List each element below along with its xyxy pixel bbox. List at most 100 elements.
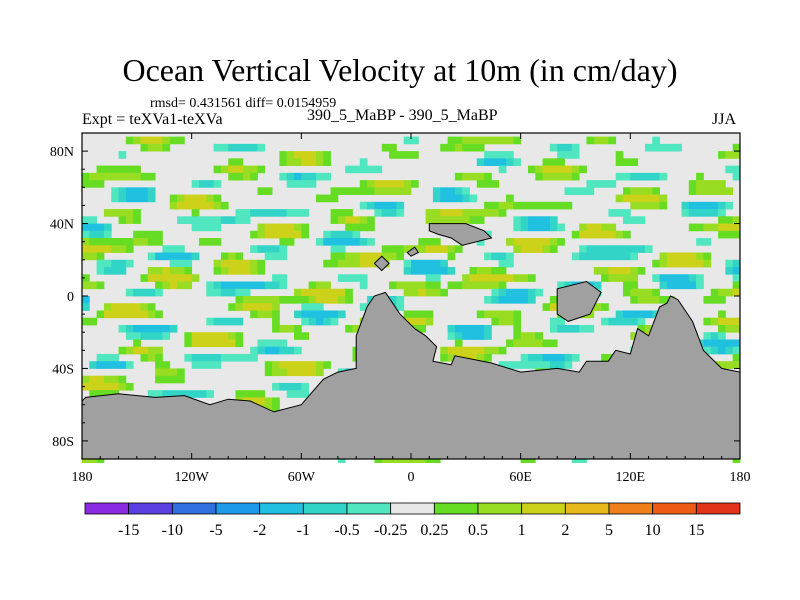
field-cell	[623, 187, 631, 195]
field-cell	[118, 375, 127, 384]
colorbar-swatch	[433, 502, 479, 515]
field-cell	[250, 397, 258, 406]
field-cell	[272, 245, 280, 253]
field-cell	[549, 172, 558, 181]
field-cell	[301, 172, 310, 181]
field-cell	[549, 361, 558, 369]
field-cell	[235, 252, 244, 261]
field-cell	[411, 180, 419, 188]
field-cell	[615, 245, 624, 253]
field-cell	[601, 223, 609, 232]
field-cell	[213, 165, 222, 174]
field-cell	[323, 259, 331, 268]
field-cell	[469, 143, 478, 152]
field-cell	[498, 267, 507, 275]
field-cell	[520, 274, 529, 282]
field-cell	[133, 238, 141, 246]
field-cell	[513, 136, 522, 145]
field-cell	[564, 143, 573, 152]
field-cell	[520, 353, 529, 362]
field-cell	[308, 368, 317, 377]
x-tick-label: 0	[408, 470, 415, 485]
field-cell	[147, 353, 156, 362]
field-cell	[111, 165, 119, 174]
field-cell	[498, 165, 507, 174]
field-cell	[696, 187, 704, 195]
field-cell	[257, 281, 266, 290]
field-cell	[506, 288, 514, 297]
field-cell	[330, 259, 339, 268]
field-cell	[403, 281, 412, 290]
field-cell	[652, 296, 660, 304]
stats-label: rmsd= 0.431561 diff= 0.0154959	[150, 96, 337, 111]
field-cell	[177, 267, 185, 275]
field-cell	[601, 180, 609, 188]
field-cell	[250, 353, 258, 362]
field-cell	[315, 288, 324, 297]
field-cell	[118, 238, 127, 246]
field-cell	[425, 259, 434, 268]
field-cell	[242, 303, 251, 311]
field-cell	[571, 230, 580, 239]
field-cell	[279, 346, 288, 355]
field-cell	[476, 158, 485, 166]
field-cell	[389, 143, 397, 152]
field-cell	[403, 288, 412, 297]
field-cell	[710, 187, 719, 195]
field-cell	[644, 194, 653, 203]
field-cell	[162, 252, 171, 261]
field-cell	[586, 187, 595, 195]
field-cell	[191, 223, 200, 232]
field-cell	[96, 382, 105, 391]
field-cell	[118, 165, 127, 174]
field-cell	[411, 317, 419, 326]
field-cell	[484, 267, 492, 275]
field-cell	[125, 172, 134, 181]
field-cell	[732, 259, 741, 268]
field-cell	[206, 288, 214, 297]
field-cell	[557, 223, 565, 232]
field-cell	[718, 324, 726, 333]
field-cell	[418, 238, 427, 246]
field-cell	[491, 274, 500, 282]
field-cell	[250, 296, 258, 304]
field-cell	[659, 274, 668, 282]
field-cell	[272, 252, 280, 261]
field-cell	[579, 165, 587, 174]
field-cell	[111, 238, 119, 246]
field-cell	[323, 158, 331, 166]
field-cell	[542, 245, 551, 253]
field-cell	[118, 361, 127, 369]
colorbar-label: 0.25	[420, 522, 448, 539]
field-cell	[374, 201, 383, 210]
field-cell	[593, 136, 602, 145]
field-cell	[242, 267, 251, 275]
field-cell	[432, 209, 441, 217]
field-cell	[732, 267, 741, 275]
field-cell	[264, 296, 273, 304]
field-cell	[279, 252, 288, 261]
field-cell	[696, 259, 704, 268]
field-cell	[411, 259, 419, 268]
field-cell	[396, 281, 405, 290]
field-cell	[308, 303, 317, 311]
field-cell	[476, 281, 485, 290]
field-cell	[359, 201, 368, 210]
field-cell	[637, 194, 646, 203]
field-cell	[718, 288, 726, 297]
field-cell	[279, 368, 288, 377]
field-cell	[557, 143, 565, 152]
field-cell	[359, 165, 368, 174]
field-cell	[125, 382, 134, 391]
field-cell	[228, 267, 236, 275]
chart-title: Ocean Vertical Velocity at 10m (in cm/da…	[122, 52, 678, 88]
field-cell	[637, 267, 646, 275]
field-cell	[725, 339, 734, 348]
field-cell	[644, 296, 653, 304]
field-cell	[147, 143, 156, 152]
field-cell	[155, 310, 163, 319]
field-cell	[96, 353, 105, 362]
field-cell	[506, 158, 514, 166]
field-cell	[352, 230, 361, 239]
field-cell	[301, 390, 310, 398]
